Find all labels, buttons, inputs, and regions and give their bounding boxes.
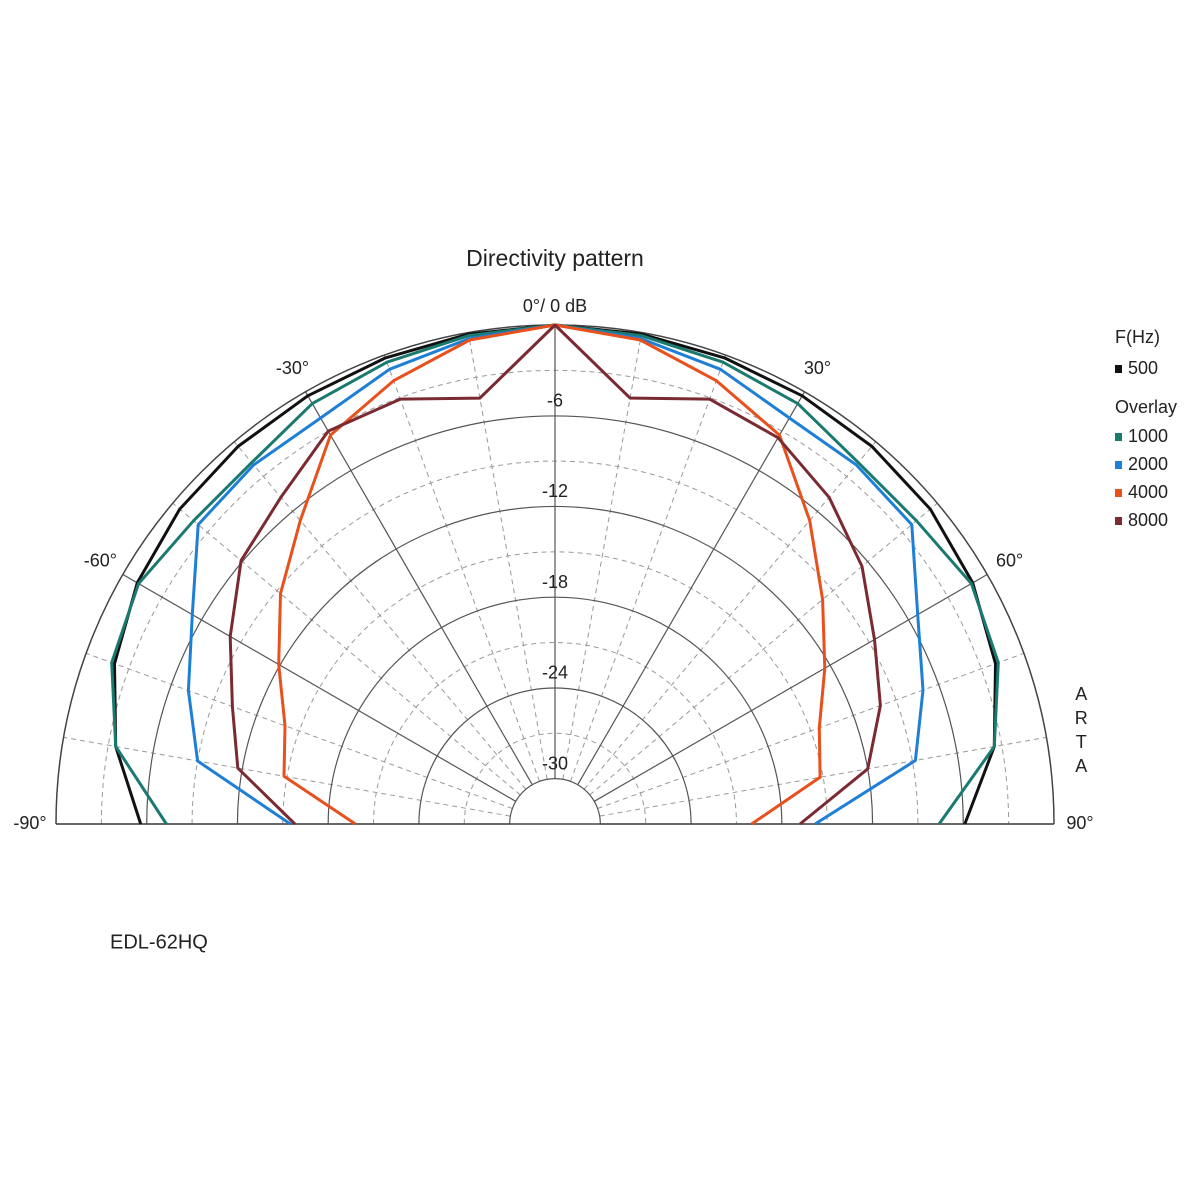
model-label: EDL-62HQ — [110, 931, 208, 953]
minor-grid-radial — [383, 354, 540, 782]
theta-tick-label: 30° — [804, 358, 831, 378]
legend-label: 4000 — [1128, 482, 1168, 502]
minor-grid-radial — [583, 441, 877, 790]
r-tick-label: -6 — [547, 390, 563, 410]
minor-grid-radial — [467, 332, 548, 780]
grid-radial — [577, 391, 806, 786]
grid-radial — [304, 391, 533, 786]
legend-swatch — [1115, 461, 1122, 469]
legend-swatch — [1115, 517, 1122, 525]
minor-grid-radial — [85, 652, 513, 809]
legend-swatch — [1115, 489, 1122, 497]
legend-label: 8000 — [1128, 510, 1168, 530]
legend-subtitle: Overlay — [1115, 397, 1177, 417]
minor-grid-radial — [589, 502, 938, 796]
minor-grid-radial — [233, 441, 527, 790]
r-tick-label: -18 — [542, 572, 568, 592]
theta-tick-label: 0°/ 0 dB — [523, 296, 587, 316]
legend-swatch — [1115, 365, 1122, 373]
theta-tick-label: 90° — [1066, 813, 1093, 833]
minor-grid-radial — [570, 354, 727, 782]
minor-grid-radial — [599, 736, 1047, 817]
r-tick-label: -30 — [542, 753, 568, 773]
minor-grid-radial — [597, 652, 1025, 809]
legend-label: 1000 — [1128, 426, 1168, 446]
theta-tick-label: -30° — [276, 358, 309, 378]
r-tick-label: -24 — [542, 663, 568, 683]
series-line — [228, 323, 882, 826]
grid-radial — [122, 573, 517, 802]
chart-title: Directivity pattern — [466, 245, 644, 271]
theta-tick-label: 60° — [996, 550, 1023, 570]
legend-label: 2000 — [1128, 454, 1168, 474]
grid-radial — [593, 573, 988, 802]
theta-tick-label: -90° — [13, 813, 46, 833]
legend-label: 500 — [1128, 358, 1158, 378]
minor-grid-radial — [172, 502, 521, 796]
theta-tick-label: -60° — [84, 550, 117, 570]
legend-title: F(Hz) — [1115, 327, 1160, 347]
minor-grid-radial — [562, 332, 643, 780]
watermark: ARTA — [1071, 684, 1091, 780]
legend-swatch — [1115, 433, 1122, 441]
r-tick-label: -12 — [542, 481, 568, 501]
